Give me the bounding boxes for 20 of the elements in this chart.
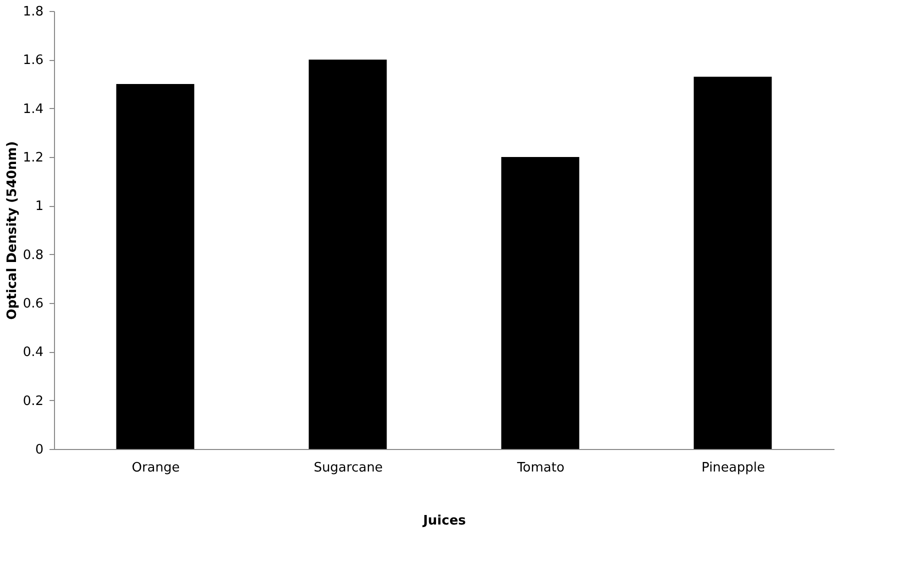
x-tick-label: Orange: [132, 460, 180, 476]
x-tick-label: Pineapple: [702, 460, 765, 476]
y-tick-label: 1.2: [22, 150, 44, 166]
x-axis-title: Juices: [422, 514, 466, 528]
y-tick-label: 0.2: [22, 394, 44, 409]
y-tick-label: 0: [35, 442, 44, 458]
y-tick-label: 0.4: [22, 345, 44, 360]
y-tick-label: 0.8: [22, 248, 44, 263]
y-tick-label: 1: [35, 199, 44, 214]
y-tick-label: 1.4: [22, 102, 44, 117]
y-tick-label: 0.6: [22, 296, 44, 312]
y-axis-title: Optical Density (540nm): [4, 141, 20, 320]
y-tick-label: 1.6: [22, 53, 44, 68]
x-tick-label: Tomato: [516, 460, 564, 476]
bar: [501, 157, 580, 449]
bar: [694, 76, 772, 449]
bar: [308, 60, 387, 449]
y-tick-label: 1.8: [22, 4, 44, 20]
bar: [116, 84, 194, 449]
x-tick-label: Sugarcane: [314, 460, 383, 476]
